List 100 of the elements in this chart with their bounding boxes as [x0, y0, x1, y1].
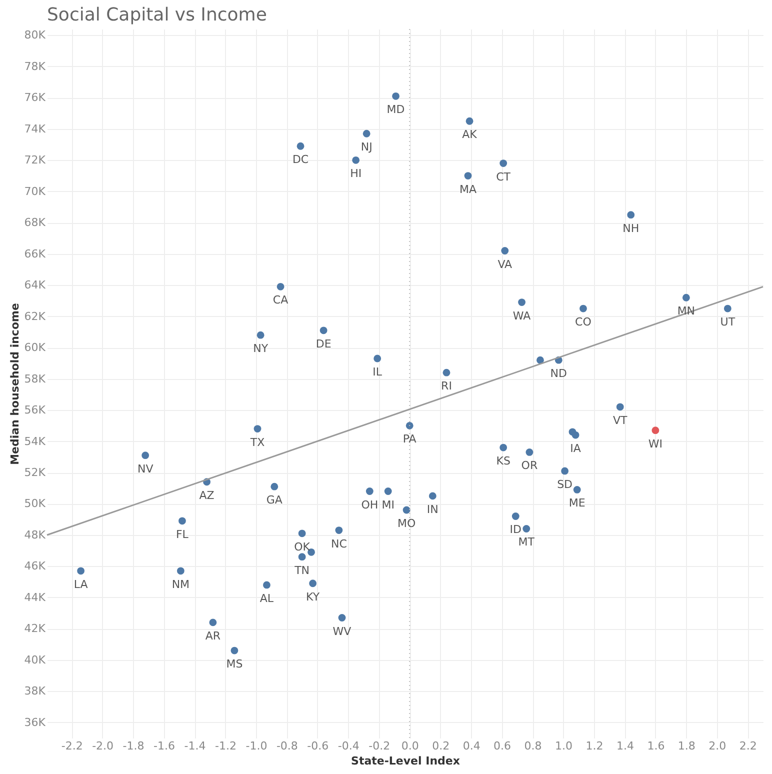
point	[209, 618, 217, 626]
y-tick-label: 48K	[24, 528, 46, 542]
x-tick-label: 0.8	[524, 740, 542, 752]
point	[512, 512, 520, 520]
point	[402, 506, 410, 514]
annotation: IN	[426, 502, 438, 516]
point	[500, 444, 508, 452]
annotation: NV	[137, 462, 154, 476]
point	[406, 422, 414, 430]
point	[338, 614, 346, 622]
annotation: ND	[550, 367, 567, 380]
annotation: FL	[176, 528, 190, 541]
x-tick-label: 1.0	[555, 740, 573, 752]
y-tick-label: 42K	[24, 622, 46, 636]
x-tick-label: -0.4	[338, 740, 360, 752]
x-tick-label: -1.8	[122, 740, 144, 752]
y-tick-label: 72K	[24, 154, 46, 167]
y-tick-label: 78K	[24, 60, 46, 73]
point	[362, 130, 370, 138]
annotation: SD	[557, 478, 573, 491]
point	[254, 425, 262, 432]
y-tick-label: 58K	[24, 372, 46, 386]
y-tick-label: 76K	[24, 91, 46, 104]
annotation: CT	[496, 170, 511, 184]
annotation: UT	[720, 316, 736, 329]
annotation: NJ	[360, 140, 372, 154]
annotation: MA	[459, 182, 477, 196]
x-tick-label: 1.4	[616, 740, 634, 752]
point	[652, 426, 660, 434]
y-tick-label: 44K	[24, 590, 46, 604]
y-tick-label: 50K	[24, 497, 46, 510]
point	[142, 452, 150, 460]
x-tick-label: 0.4	[462, 740, 480, 752]
annotation: LA	[74, 578, 88, 591]
x-tick-label: -2.0	[92, 740, 114, 752]
annotation: OH	[361, 498, 378, 512]
point	[428, 492, 436, 500]
annotation: MS	[226, 658, 243, 671]
point	[500, 160, 508, 168]
x-tick-label: 1.8	[678, 740, 696, 752]
point	[682, 294, 690, 302]
x-tick-label: 1.2	[586, 740, 604, 752]
annotation: AK	[462, 128, 478, 142]
x-tick-label: -1.0	[246, 740, 268, 752]
annotation: IA	[570, 442, 582, 456]
y-axis-title: Median household income	[8, 303, 22, 465]
point	[296, 142, 304, 150]
y-tick-label: 66K	[24, 247, 46, 260]
x-axis-title: State-Level Index	[351, 754, 460, 768]
point	[230, 646, 238, 654]
annotation: PA	[402, 432, 417, 446]
annotation: NY	[253, 342, 268, 356]
x-tick-label: -1.2	[214, 740, 236, 752]
annotation: WV	[332, 624, 352, 638]
annotation: MO	[397, 516, 416, 530]
y-tick-label: 80K	[24, 28, 46, 42]
y-tick-label: 38K	[24, 684, 46, 698]
annotation: ID	[510, 523, 522, 536]
y-tick-label: 56K	[24, 404, 46, 417]
point	[374, 354, 382, 362]
y-tick-label: 40K	[24, 653, 46, 666]
annotation: MI	[382, 498, 394, 512]
point	[466, 117, 474, 125]
point	[366, 488, 374, 495]
point	[536, 356, 544, 364]
point	[320, 326, 328, 334]
point	[464, 172, 472, 180]
y-tick-label: 70K	[24, 184, 46, 198]
y-tick-label: 46K	[24, 560, 46, 573]
annotation: IL	[372, 366, 383, 379]
annotation: VA	[498, 258, 513, 271]
annotation: TN	[294, 564, 310, 577]
point	[263, 581, 270, 589]
annotation: AL	[260, 592, 274, 605]
y-tick-label: 54K	[24, 434, 46, 448]
x-tick-label: -2.2	[61, 740, 83, 752]
x-tick-label: -1.6	[154, 740, 176, 752]
point	[573, 486, 581, 494]
point	[178, 517, 186, 525]
point	[442, 368, 450, 376]
y-tick-label: 60K	[24, 341, 46, 354]
annotation: RI	[441, 380, 452, 393]
x-tick-label: 0.0	[401, 740, 419, 752]
annotation: NM	[172, 578, 190, 591]
annotation: DC	[292, 153, 309, 166]
point	[561, 467, 568, 475]
x-tick-label: -0.2	[368, 740, 390, 752]
point	[580, 304, 587, 312]
annotation: ME	[568, 496, 586, 510]
point	[256, 331, 264, 339]
x-tick-label: -1.4	[184, 740, 206, 752]
annotation: VT	[612, 414, 628, 427]
x-tick-label: 0.2	[432, 740, 450, 752]
annotation: NH	[622, 222, 640, 235]
annotation: MD	[386, 103, 405, 116]
annotation: CA	[272, 294, 289, 307]
point	[616, 403, 624, 411]
point	[77, 567, 85, 575]
annotation: WI	[648, 437, 663, 450]
point	[298, 530, 306, 538]
